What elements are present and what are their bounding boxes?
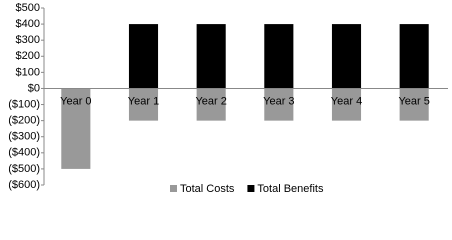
y-tick-label: ($300) — [8, 131, 40, 143]
bar — [196, 24, 226, 89]
x-tick-label: Year 0 — [60, 95, 91, 107]
x-tick-label: Year 4 — [331, 95, 362, 107]
bar — [331, 24, 362, 89]
y-tick-label: $200 — [16, 50, 40, 62]
y-tick-label: ($200) — [8, 115, 40, 127]
x-tick-label: Year 2 — [195, 95, 226, 107]
legend-swatch — [247, 185, 255, 192]
y-tick-label: $0 — [28, 82, 40, 94]
bar — [128, 88, 159, 121]
bar — [61, 88, 91, 169]
bar — [128, 24, 159, 89]
bar — [399, 24, 429, 89]
legend-label: Total Benefits — [257, 183, 324, 195]
legend-swatch — [170, 185, 177, 192]
bar — [399, 88, 429, 121]
x-tick-label: Year 1 — [128, 95, 159, 107]
y-tick-label: $300 — [16, 34, 40, 46]
y-tick-label: ($100) — [8, 98, 40, 110]
y-tick-label: $400 — [16, 18, 40, 30]
x-tick-label: Year 5 — [398, 95, 429, 107]
bar — [264, 88, 294, 121]
y-tick-label: $100 — [16, 66, 40, 78]
y-tick-label: ($400) — [8, 147, 40, 159]
bar — [196, 88, 226, 121]
bar — [331, 88, 362, 121]
y-tick-label: ($500) — [8, 163, 40, 175]
bar — [264, 24, 294, 89]
chart: $500 $400 $300 $200 $100 $0 ($100) ($200) ($300)… — [8, 2, 448, 195]
legend-label: Total Costs — [180, 183, 235, 195]
y-tick-label: $500 — [16, 2, 40, 14]
x-tick-label: Year 3 — [263, 95, 294, 107]
y-tick-label: ($600) — [8, 179, 40, 191]
